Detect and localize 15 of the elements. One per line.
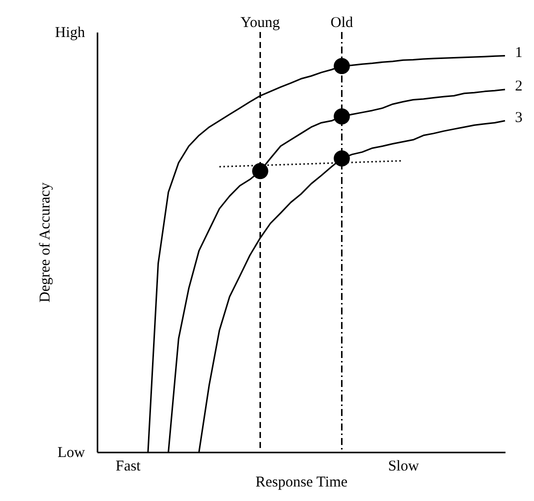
x-tick-label: Slow <box>388 458 420 474</box>
point <box>334 58 350 74</box>
x-axis-title: Response Time <box>255 474 348 490</box>
point <box>334 150 350 166</box>
text: Young <box>240 15 280 31</box>
series-label: 2 <box>515 78 522 94</box>
x-tick-label: Fast <box>116 458 142 474</box>
y-axis-title: Degree of Accuracy <box>38 182 54 302</box>
text: Old <box>330 15 354 31</box>
point <box>334 108 350 124</box>
series-label: 3 <box>515 110 522 126</box>
text: High <box>55 25 86 41</box>
point <box>252 163 268 180</box>
text: Low <box>58 445 86 461</box>
series-label: 1 <box>515 44 522 61</box>
